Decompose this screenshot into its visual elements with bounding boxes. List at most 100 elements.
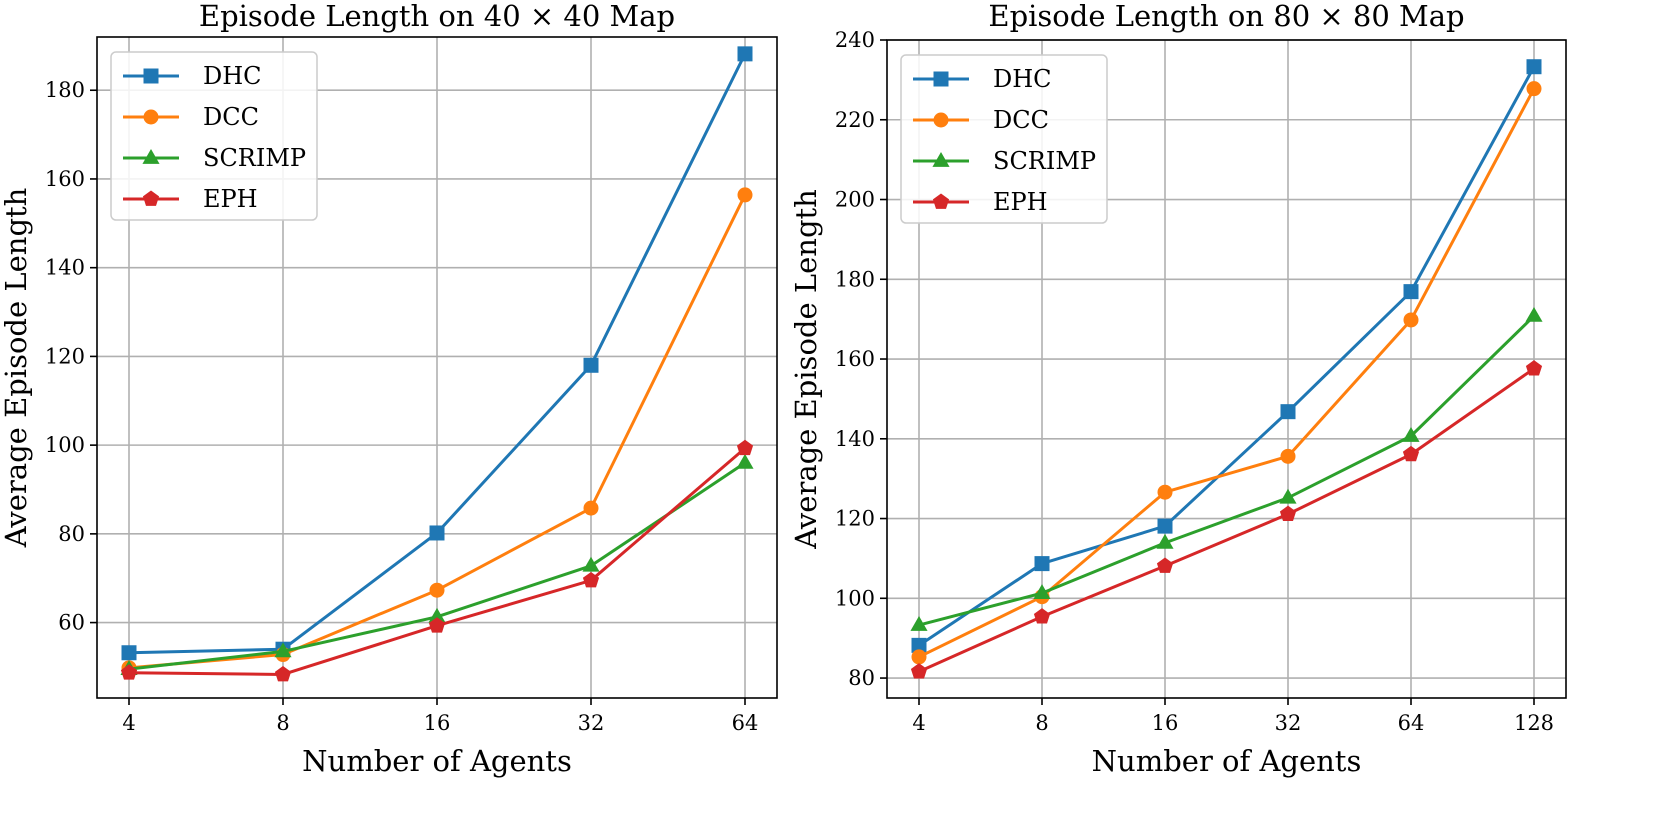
data-point-dcc [429,582,445,598]
data-point-eph [582,571,600,588]
x-tick-label: 64 [1398,711,1425,735]
legend-marker [932,193,950,209]
legend-marker [933,71,949,87]
y-tick-label: 120 [45,344,85,368]
x-tick-label: 32 [1275,711,1302,735]
legend-label: EPH [203,185,258,213]
series-line-eph [918,367,1535,674]
data-point-eph [1402,445,1420,462]
data-point-scrimp [1156,533,1174,549]
series-eph [120,439,754,682]
data-point-dhc [737,46,753,62]
series-line-dhc [918,66,1536,647]
series-line-scrimp [918,314,1536,627]
data-point-scrimp [910,616,928,631]
y-tick-label: 80 [58,522,85,546]
series-dhc [121,46,753,661]
chart-panel-2: 4 8 16 32 64 128 80 100 120 140 160 180 200 220 240 Epi… [789,0,1567,778]
legend-box [110,51,318,221]
data-point-dhc [583,357,599,373]
y-axis-label: Average Episode Length [0,188,33,549]
data-point-scrimp [428,607,446,623]
y-tick-label: 120 [835,507,875,531]
x-tick-label: 4 [122,711,135,735]
legend-label: DHC [993,65,1052,93]
y-tick-label: 140 [45,256,85,280]
legend-marker [143,109,159,125]
legend-marker [933,112,949,128]
x-axis-label: Number of Agents [1092,744,1362,778]
y-tick-label: 80 [848,666,875,690]
x-axis-label: Number of Agents [302,744,572,778]
data-point-scrimp [1525,306,1543,322]
y-tick-label: 60 [58,611,85,635]
y-tick-label: 240 [835,28,875,52]
series-dhc [911,59,1542,653]
x-tick-label: 8 [276,711,289,735]
data-point-dhc [1403,284,1419,300]
data-point-scrimp [1402,426,1420,442]
data-point-dcc [1403,312,1419,328]
data-point-eph [120,664,138,680]
y-tick-label: 180 [835,267,875,291]
data-point-scrimp [1033,584,1051,599]
x-tick-label: 32 [578,711,605,735]
x-tick-label: 8 [1035,711,1048,735]
chart-title: Episode Length on 40 × 40 Map [199,0,675,33]
legend-marker [143,68,159,84]
y-tick-label: 140 [835,427,875,451]
data-point-eph [1033,608,1051,624]
series-scrimp [910,306,1543,631]
data-point-eph [1525,360,1543,376]
data-point-scrimp [274,642,292,658]
legend-label: EPH [993,188,1048,216]
data-point-eph [1279,505,1297,522]
x-tick-label: 16 [424,711,451,735]
data-point-dhc [429,525,445,541]
x-tick-label: 4 [912,711,925,735]
data-point-dcc [583,500,599,516]
legend-label: DCC [993,106,1049,134]
data-point-eph [1156,557,1174,573]
plot-frame [886,39,1567,699]
data-point-dcc [911,649,927,665]
x-tick-label: 128 [1514,711,1554,735]
data-point-eph [910,663,928,679]
data-point-dcc [1526,81,1542,97]
legend-label: SCRIMP [203,144,306,172]
data-point-dcc [1157,484,1173,500]
legend: DHC DCC SCRIMP EPH [900,54,1108,224]
y-axis-label: Average Episode Length [789,189,823,550]
data-point-eph [736,439,754,456]
data-point-dhc [1157,518,1173,534]
data-point-dcc [737,187,753,203]
x-tick-label: 16 [1152,711,1179,735]
legend-box [900,54,1108,224]
data-point-dhc [1034,556,1050,572]
y-tick-label: 180 [45,78,85,102]
y-tick-label: 220 [835,108,875,132]
data-point-dhc [911,637,927,653]
series-eph [910,360,1543,679]
y-tick-label: 160 [45,167,85,191]
legend: DHC DCC SCRIMP EPH [110,51,318,221]
y-tick-label: 100 [835,586,875,610]
legend-label: DCC [203,103,259,131]
data-point-dhc [121,645,137,661]
data-point-scrimp [736,453,754,469]
y-tick-label: 200 [835,188,875,212]
data-point-dhc [1526,59,1542,75]
y-tick-label: 100 [45,433,85,457]
data-point-eph [428,617,446,633]
y-tick-label: 160 [835,347,875,371]
data-point-scrimp [582,556,600,572]
legend-marker [142,190,160,206]
legend-marker [142,149,160,164]
data-point-dcc [1280,448,1296,464]
x-tick-label: 64 [732,711,759,735]
data-point-eph [274,665,292,682]
legend-label: DHC [203,62,262,90]
chart-panel-1: 4 8 16 32 64 60 80 100 120 140 160 180 Episode Lengt… [0,0,778,778]
legend-label: SCRIMP [993,147,1096,175]
